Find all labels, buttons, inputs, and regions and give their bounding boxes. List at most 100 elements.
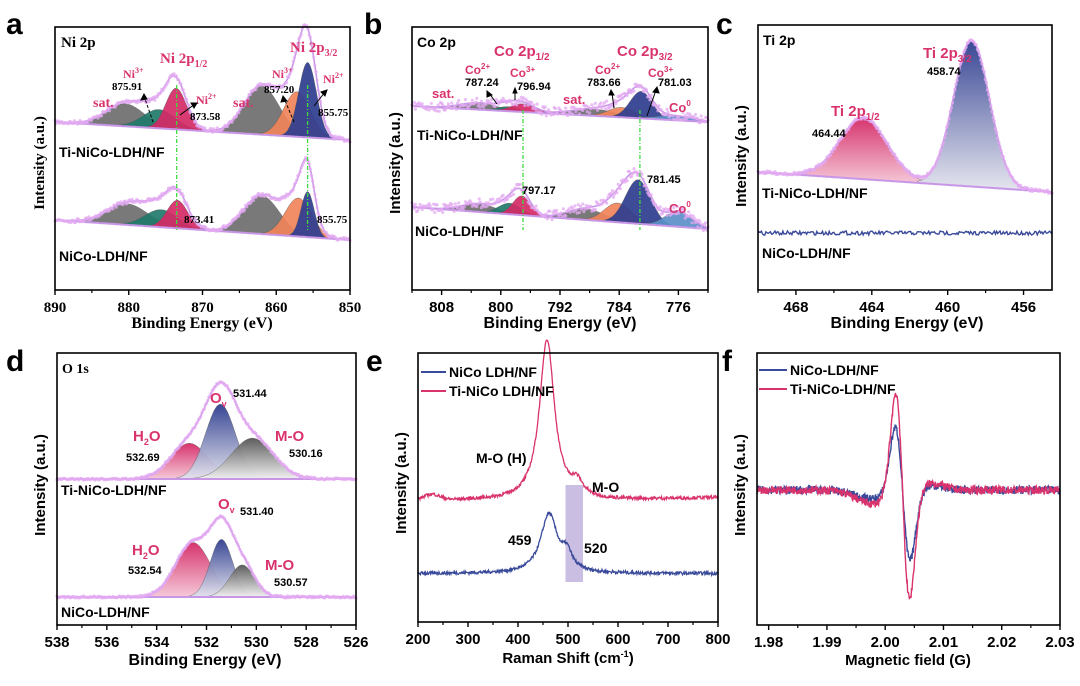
data-point [491,197,495,201]
data-point [453,202,457,206]
data-point [178,188,182,192]
data-point [524,188,528,192]
annotation-arrows [486,85,660,117]
data-point [313,63,317,67]
data-point [166,79,171,83]
data-point [463,97,468,102]
data-point [234,403,238,407]
data-point [234,114,239,118]
data-point [453,104,457,108]
data-point [174,74,178,78]
panel-e: e 200 300 400 500 600 700 800 Intensity (a.u.)… [366,339,731,667]
data-point [561,207,566,211]
data-point [644,88,649,92]
data-point [291,59,295,64]
data-point [983,77,987,82]
peak-value: 458.74 [927,66,962,78]
data-point [162,463,166,468]
data-point [684,117,689,121]
data-point [907,170,912,174]
data-point [676,114,681,118]
data-point [233,400,237,404]
data-point [632,167,636,171]
data-point [289,69,293,73]
data-point [956,73,960,77]
data-point [187,207,191,211]
data-point [206,399,210,403]
data-point [944,132,948,136]
data-point [182,199,186,204]
data-point [195,420,199,424]
y-axis-label: Intensity (a.u.) [393,432,410,534]
data-point [412,207,416,211]
data-point [172,451,176,455]
x-tick-label: 528 [294,634,319,651]
data-point [693,221,698,225]
data-point [577,210,582,215]
data-point [86,218,90,222]
data-point [1030,187,1034,191]
data-point [957,66,961,71]
data-point [954,82,958,86]
data-point [659,108,663,112]
data-point [625,179,629,183]
data-point [153,98,157,102]
x-ticks: 808 800 792 784 776 [411,290,709,316]
data-point [291,188,295,192]
data-point [312,185,316,189]
data-point [523,103,527,108]
peak-value: 787.24 [465,77,500,89]
x-tick-label: 2.03 [1045,634,1074,651]
data-point [490,97,494,102]
data-point [670,109,674,113]
data-point [553,106,558,111]
data-point [455,101,460,105]
data-point [297,173,301,177]
data-point [985,88,990,92]
x-tick-label: 784 [607,299,633,316]
data-point [550,218,554,222]
data-point [97,214,101,218]
x-tick-label: 500 [555,631,580,648]
data-point [581,202,585,206]
data-point [568,210,572,214]
data-point [592,106,596,110]
sat-label: sat. [233,96,254,111]
x-tick-label: 860 [265,300,288,316]
data-point [625,93,629,98]
data-point [522,96,526,100]
data-point [566,113,570,117]
peak-value: 857.20 [264,84,295,96]
data-point [215,126,219,130]
data-point [673,109,677,113]
plot-area [410,82,710,232]
peak-value: 530.57 [274,577,308,589]
data-point [603,107,608,111]
axes-frame [757,24,1053,291]
x-axis-label: Binding Energy (eV) [129,652,282,669]
data-point [632,89,636,93]
data-point [313,192,317,196]
data-point [502,199,506,203]
data-point [573,204,577,208]
x-tick-label: 468 [783,299,808,316]
peak-value: 783.66 [587,77,621,89]
data-point [993,127,998,131]
data-point [123,199,127,203]
data-point [929,169,933,174]
data-point [163,581,167,585]
data-point [298,35,302,39]
data-point [189,112,193,116]
data-point [564,214,568,218]
data-point [509,100,513,104]
species-label: Co3+ [510,65,535,80]
data-point [316,88,320,92]
data-point [233,537,237,541]
peak-value: 781.45 [647,174,681,186]
data-point [436,103,440,107]
x-tick-label: 456 [1011,299,1036,316]
data-point [675,204,679,209]
data-point [935,160,939,164]
data-point [474,100,478,104]
data-point [435,203,439,207]
